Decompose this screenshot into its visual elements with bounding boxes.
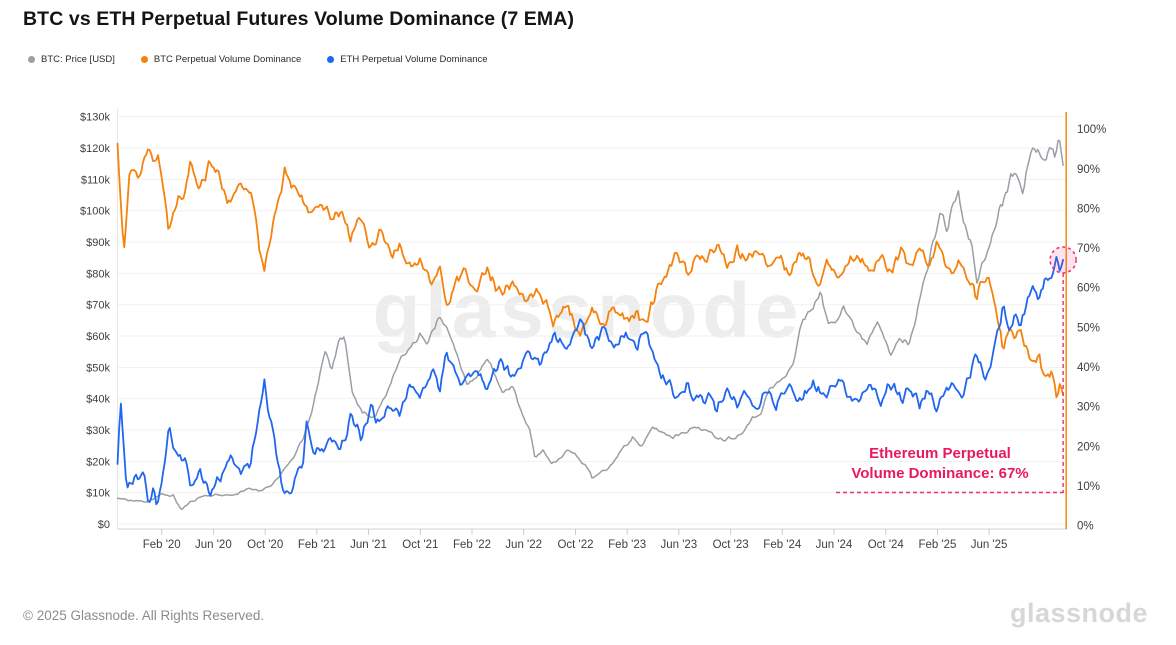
glassnode-logo: glassnode — [1009, 598, 1148, 628]
right-axis-tick-label: 10% — [1077, 481, 1100, 493]
legend-item-btc-dominance[interactable]: BTC Perpetual Volume Dominance — [140, 54, 302, 65]
left-axis-tick-label: $130k — [80, 112, 110, 124]
left-axis-tick-label: $0 — [98, 519, 110, 531]
x-axis-tick-label: Oct '21 — [402, 539, 438, 551]
left-axis-tick-label: $60k — [86, 331, 110, 343]
left-axis-tick-label: $100k — [80, 206, 110, 218]
left-axis-tick-label: $120k — [80, 143, 110, 155]
legend-label: ETH Perpetual Volume Dominance — [340, 54, 488, 65]
legend-item-btc-price[interactable]: BTC: Price [USD] — [28, 54, 115, 65]
x-axis-tick-label: Feb '23 — [608, 539, 646, 551]
left-axis-tick-label: $40k — [86, 394, 110, 406]
right-axis-tick-label: 0% — [1077, 521, 1094, 533]
x-axis-tick-label: Jun '24 — [816, 539, 853, 551]
x-axis-tick-label: Jun '22 — [505, 539, 542, 551]
left-axis-tick-label: $70k — [86, 300, 110, 312]
series-line-1 — [116, 142, 1064, 399]
right-axis-tick-label: 60% — [1077, 283, 1100, 295]
x-axis-tick-label: Oct '24 — [868, 539, 905, 551]
x-axis-tick-label: Jun '25 — [971, 539, 1008, 551]
right-axis-tick-label: 20% — [1077, 441, 1100, 453]
annotation-line-1: Ethereum Perpetual — [869, 445, 1011, 462]
eth-dominance-annotation: Ethereum Perpetual Volume Dominance: 67% — [826, 444, 1054, 485]
x-axis-tick-label: Oct '20 — [247, 539, 283, 551]
x-axis-tick-label: Jun '23 — [660, 539, 697, 551]
x-axis-tick-label: Oct '22 — [557, 539, 593, 551]
left-axis-tick-label: $110k — [81, 174, 111, 186]
left-axis-tick-label: $30k — [86, 425, 110, 437]
right-axis-tick-label: 50% — [1077, 322, 1100, 334]
x-axis-tick-label: Jun '21 — [350, 539, 387, 551]
left-axis-tick-label: $50k — [86, 362, 110, 374]
x-axis-tick-label: Feb '24 — [763, 539, 802, 551]
left-axis-tick-label: $20k — [86, 456, 110, 468]
series-lines — [116, 139, 1064, 511]
right-axis-tick-label: 80% — [1077, 203, 1100, 215]
left-axis-tick-label: $10k — [86, 488, 110, 500]
right-axis-tick-label: 30% — [1077, 402, 1100, 414]
right-axis-tick-label: 90% — [1077, 164, 1100, 176]
x-axis-tick-label: Oct '23 — [713, 539, 749, 551]
chart-legend: BTC: Price [USD] BTC Perpetual Volume Do… — [28, 54, 488, 65]
right-axis-tick-label: 100% — [1077, 124, 1106, 136]
x-axis-tick-label: Jun '20 — [195, 539, 232, 551]
right-axis-tick-label: 40% — [1077, 362, 1100, 374]
btc-price-dot-icon — [28, 56, 35, 63]
legend-label: BTC Perpetual Volume Dominance — [153, 54, 302, 65]
page-title: BTC vs ETH Perpetual Futures Volume Domi… — [23, 8, 575, 30]
glassnode-watermark: glassnode — [373, 266, 804, 354]
x-axis-tick-label: Feb '25 — [918, 539, 956, 551]
x-axis-tick-label: Feb '22 — [453, 539, 491, 551]
btc-dominance-dot-icon — [140, 56, 148, 63]
legend-item-eth-dominance[interactable]: ETH Perpetual Volume Dominance — [327, 54, 488, 65]
left-axis-tick-label: $90k — [86, 237, 110, 249]
series-line-2 — [116, 255, 1064, 506]
chart-plot-area[interactable]: glassnode $0 $10k $20k $30k $40k $50k $60k $70k $… — [0, 75, 1176, 575]
series-line-0 — [116, 139, 1064, 511]
legend-label: BTC: Price [USD] — [41, 54, 115, 65]
left-axis-tick-label: $80k — [86, 268, 110, 280]
x-axis-tick-label: Feb '21 — [298, 539, 336, 551]
axis-labels: $0 $10k $20k $30k $40k $50k $60k $70k $80k $90k $1… — [80, 112, 1106, 551]
right-axis-tick-label: 70% — [1077, 243, 1100, 255]
eth-dominance-dot-icon — [327, 56, 335, 63]
annotation-line-2: Volume Dominance: 67% — [851, 465, 1029, 483]
highlight-circle — [1049, 246, 1077, 274]
copyright-text: © 2025 Glassnode. All Rights Reserved. — [23, 608, 265, 623]
chart-svg[interactable]: glassnode$0$10k$20k$30k$40k$50k$60k$70k$… — [0, 75, 1176, 575]
x-axis-tick-label: Feb '20 — [143, 539, 181, 551]
